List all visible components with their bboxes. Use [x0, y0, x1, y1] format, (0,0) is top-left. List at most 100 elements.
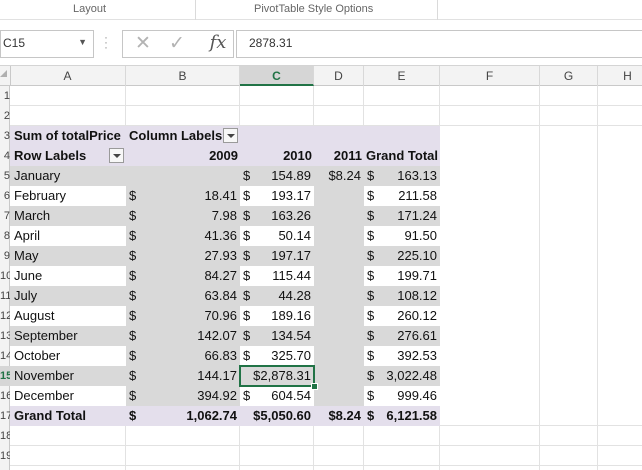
- grand-total-2009-cell[interactable]: $ 1,062.74: [126, 406, 240, 426]
- value-2010-cell[interactable]: $2,878.31: [240, 366, 314, 386]
- value-2010-cell[interactable]: $134.54: [240, 326, 314, 346]
- row-header-18[interactable]: 18: [0, 430, 10, 442]
- grand-total-cell[interactable]: $999.46: [364, 386, 440, 406]
- insert-function-icon[interactable]: fx: [209, 32, 227, 53]
- column-header-g[interactable]: G: [540, 66, 598, 86]
- chevron-down-icon[interactable]: ▼: [78, 37, 87, 47]
- formula-input[interactable]: 2878.31: [236, 30, 642, 58]
- grand-total-2011-cell[interactable]: $8.24: [314, 406, 364, 426]
- value-2010-cell[interactable]: $193.17: [240, 186, 314, 206]
- row-header-17[interactable]: 17: [0, 410, 10, 422]
- row-header-5[interactable]: 5: [3, 170, 10, 182]
- cancel-icon[interactable]: ✕: [135, 33, 151, 54]
- value-2010-cell[interactable]: $154.89: [240, 166, 314, 186]
- value-2009-cell[interactable]: $66.83: [126, 346, 240, 366]
- column-header-e[interactable]: E: [364, 66, 440, 86]
- column-header-b[interactable]: B: [126, 66, 240, 86]
- name-box[interactable]: C15 ▼: [0, 30, 94, 58]
- value-2011-cell[interactable]: [314, 306, 364, 326]
- grand-total-cell[interactable]: $225.10: [364, 246, 440, 266]
- month-label-cell[interactable]: January: [10, 166, 126, 186]
- value-2011-cell[interactable]: [314, 206, 364, 226]
- month-label-cell[interactable]: February: [10, 186, 126, 206]
- row-labels-filter-icon[interactable]: [109, 148, 124, 163]
- row-header-3[interactable]: 3: [3, 130, 10, 142]
- column-header-d[interactable]: D: [314, 66, 364, 86]
- row-header-7[interactable]: 7: [3, 210, 10, 222]
- month-label-cell[interactable]: October: [10, 346, 126, 366]
- month-label-cell[interactable]: March: [10, 206, 126, 226]
- value-2011-cell[interactable]: [314, 346, 364, 366]
- value-2011-cell[interactable]: [314, 266, 364, 286]
- row-header-10[interactable]: 10: [0, 270, 10, 282]
- column-header-h[interactable]: H: [598, 66, 642, 86]
- value-2009-cell[interactable]: $18.41: [126, 186, 240, 206]
- value-2010-cell[interactable]: $163.26: [240, 206, 314, 226]
- value-2011-cell[interactable]: $8.24: [314, 166, 364, 186]
- value-2010-cell[interactable]: $44.28: [240, 286, 314, 306]
- value-2009-cell[interactable]: $41.36: [126, 226, 240, 246]
- grand-total-cell[interactable]: $392.53: [364, 346, 440, 366]
- value-2010-cell[interactable]: $189.16: [240, 306, 314, 326]
- value-2009-cell[interactable]: $144.17: [126, 366, 240, 386]
- value-2010-cell[interactable]: $325.70: [240, 346, 314, 366]
- month-label-cell[interactable]: July: [10, 286, 126, 306]
- value-2010-cell[interactable]: $115.44: [240, 266, 314, 286]
- value-2011-cell[interactable]: [314, 286, 364, 306]
- grand-total-cell[interactable]: $163.13: [364, 166, 440, 186]
- row-header-14[interactable]: 14: [0, 350, 10, 362]
- row-header-2[interactable]: 2: [3, 110, 10, 122]
- value-2011-cell[interactable]: [314, 386, 364, 406]
- row-header-6[interactable]: 6: [3, 190, 10, 202]
- value-2011-cell[interactable]: [314, 366, 364, 386]
- grand-total-cell[interactable]: $260.12: [364, 306, 440, 326]
- row-header-19[interactable]: 19: [0, 450, 10, 462]
- grand-total-cell[interactable]: $91.50: [364, 226, 440, 246]
- grip-icon[interactable]: · · ·: [104, 30, 108, 54]
- row-header-12[interactable]: 12: [0, 310, 10, 322]
- grand-total-cell[interactable]: $211.58: [364, 186, 440, 206]
- column-labels-filter-icon[interactable]: [223, 128, 238, 143]
- grand-total-cell[interactable]: $276.61: [364, 326, 440, 346]
- value-2009-cell[interactable]: $7.98: [126, 206, 240, 226]
- grand-total-cell[interactable]: $108.12: [364, 286, 440, 306]
- grand-total-cell[interactable]: $171.24: [364, 206, 440, 226]
- value-2010-cell[interactable]: $50.14: [240, 226, 314, 246]
- row-header-15[interactable]: 15: [0, 366, 10, 386]
- value-2011-cell[interactable]: [314, 326, 364, 346]
- value-2009-cell[interactable]: [126, 166, 240, 186]
- row-header-1[interactable]: 1: [3, 90, 10, 102]
- worksheet-grid[interactable]: Sum of totalPrice Column Labels Row Labe…: [10, 86, 642, 470]
- select-all-corner[interactable]: [0, 66, 11, 86]
- row-header-9[interactable]: 9: [3, 250, 10, 262]
- value-2009-cell[interactable]: $27.93: [126, 246, 240, 266]
- grand-total-2010-cell[interactable]: $5,050.60: [240, 406, 314, 426]
- grand-total-total-cell[interactable]: $ 6,121.58: [364, 406, 440, 426]
- column-header-f[interactable]: F: [440, 66, 540, 86]
- row-header-8[interactable]: 8: [3, 230, 10, 242]
- month-label-cell[interactable]: May: [10, 246, 126, 266]
- value-2011-cell[interactable]: [314, 186, 364, 206]
- value-2009-cell[interactable]: $84.27: [126, 266, 240, 286]
- confirm-icon[interactable]: ✓: [169, 33, 185, 54]
- row-header-11[interactable]: 11: [0, 290, 10, 302]
- month-label-cell[interactable]: April: [10, 226, 126, 246]
- column-header-a[interactable]: A: [10, 66, 126, 86]
- value-2009-cell[interactable]: $142.07: [126, 326, 240, 346]
- fill-handle[interactable]: [311, 383, 318, 390]
- row-header-4[interactable]: 4: [3, 150, 10, 162]
- value-2011-cell[interactable]: [314, 246, 364, 266]
- month-label-cell[interactable]: August: [10, 306, 126, 326]
- value-2009-cell[interactable]: $63.84: [126, 286, 240, 306]
- row-header-16[interactable]: 16: [0, 390, 10, 402]
- value-2011-cell[interactable]: [314, 226, 364, 246]
- value-2009-cell[interactable]: $394.92: [126, 386, 240, 406]
- grand-total-cell[interactable]: $199.71: [364, 266, 440, 286]
- column-header-c[interactable]: C: [240, 66, 314, 86]
- month-label-cell[interactable]: December: [10, 386, 126, 406]
- grand-total-cell[interactable]: $3,022.48: [364, 366, 440, 386]
- value-2010-cell[interactable]: $604.54: [240, 386, 314, 406]
- row-header-13[interactable]: 13: [0, 330, 10, 342]
- month-label-cell[interactable]: November: [10, 366, 126, 386]
- value-2009-cell[interactable]: $70.96: [126, 306, 240, 326]
